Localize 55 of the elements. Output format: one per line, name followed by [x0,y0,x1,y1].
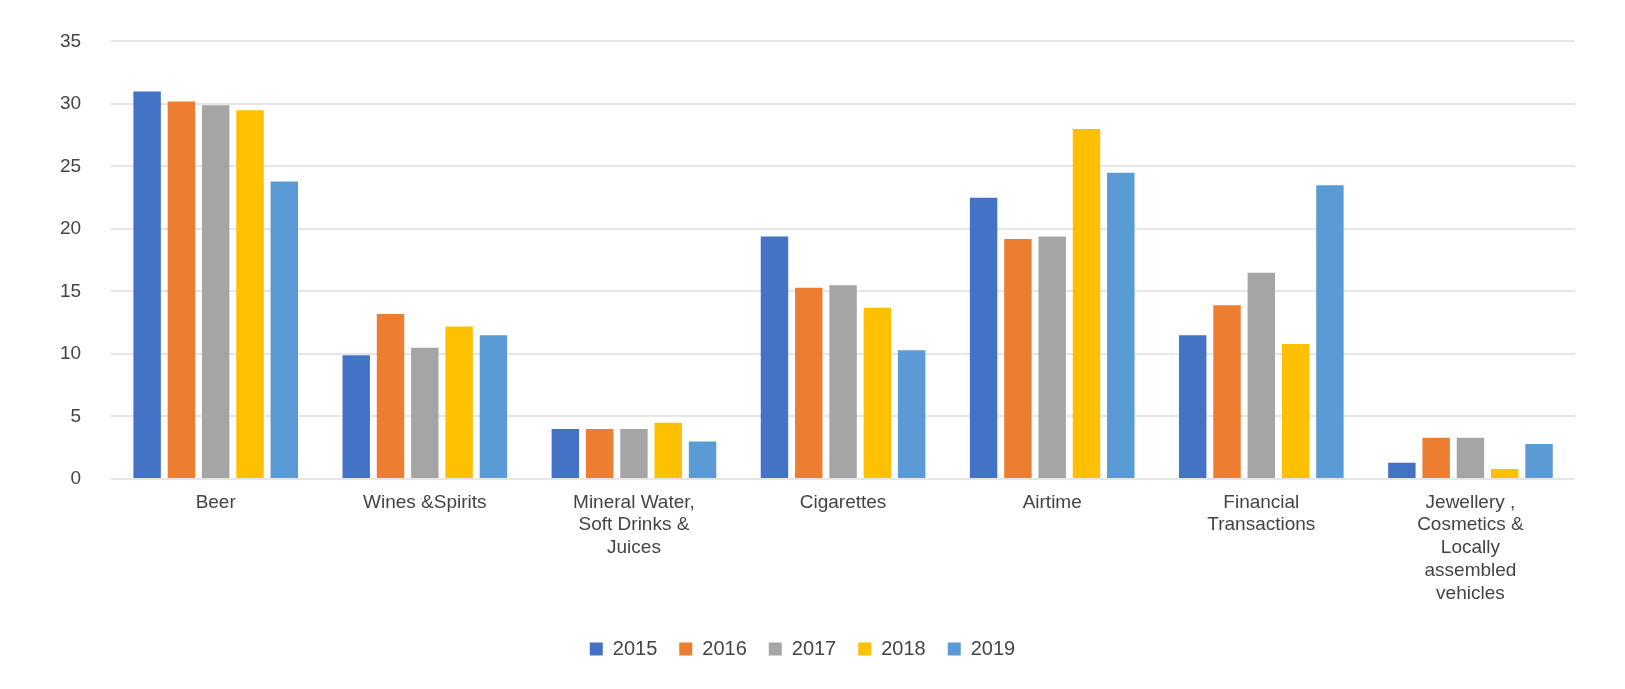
y-tick-label: 35 [59,29,82,51]
bar [1388,462,1416,478]
bar [1038,236,1066,478]
bar [270,181,299,478]
y-tick-label: 20 [59,217,82,239]
x-tick-label: Wines &Spirits [363,490,487,512]
y-tick-label: 10 [59,342,82,364]
bar [167,101,196,478]
bar [1247,272,1276,478]
bar [201,105,230,478]
bar [236,110,264,478]
bar [479,335,508,478]
y-tick-label: 0 [70,467,82,489]
bar [1316,185,1344,478]
bar [1491,469,1519,478]
bar [1107,172,1135,478]
legend-label: 2015 [612,636,658,659]
x-tick-label: Financial Transactions [1207,490,1316,535]
bar [1525,443,1553,478]
bar [445,326,473,478]
legend-label: 2018 [881,636,926,659]
y-tick-label: 5 [70,404,82,426]
legend-label: 2019 [970,636,1016,659]
bar [897,350,926,478]
bar [585,428,614,478]
x-tick-label: Mineral Water, Soft Drinks & Juices [573,490,695,558]
bar [1422,437,1450,478]
bar [829,285,857,478]
bar [760,236,789,478]
bar [1281,343,1310,478]
bar [863,307,892,478]
y-tick-label: 25 [59,154,82,176]
bar [376,313,405,478]
bar [1179,335,1207,478]
bar [654,422,682,478]
bar [1004,238,1032,478]
bar [1213,305,1241,478]
bar [969,197,998,478]
bar [620,428,648,478]
x-tick-label: Jewellery , Cosmetics & Locally assembled vehicles [1417,490,1525,603]
y-tick-label: 30 [59,92,82,114]
legend-label: 2017 [791,636,837,659]
bar [342,355,370,478]
legend-label: 2016 [702,636,747,659]
bar [411,347,439,478]
bar [688,441,717,478]
x-tick-label: Airtime [1022,490,1082,512]
y-tick-label: 15 [59,279,82,301]
x-tick-label: Beer [195,490,237,512]
bar [795,287,823,478]
bar [1456,437,1485,478]
bar [133,91,161,478]
bar [551,428,580,478]
x-tick-label: Cigarettes [799,490,887,512]
bar [1072,128,1101,478]
